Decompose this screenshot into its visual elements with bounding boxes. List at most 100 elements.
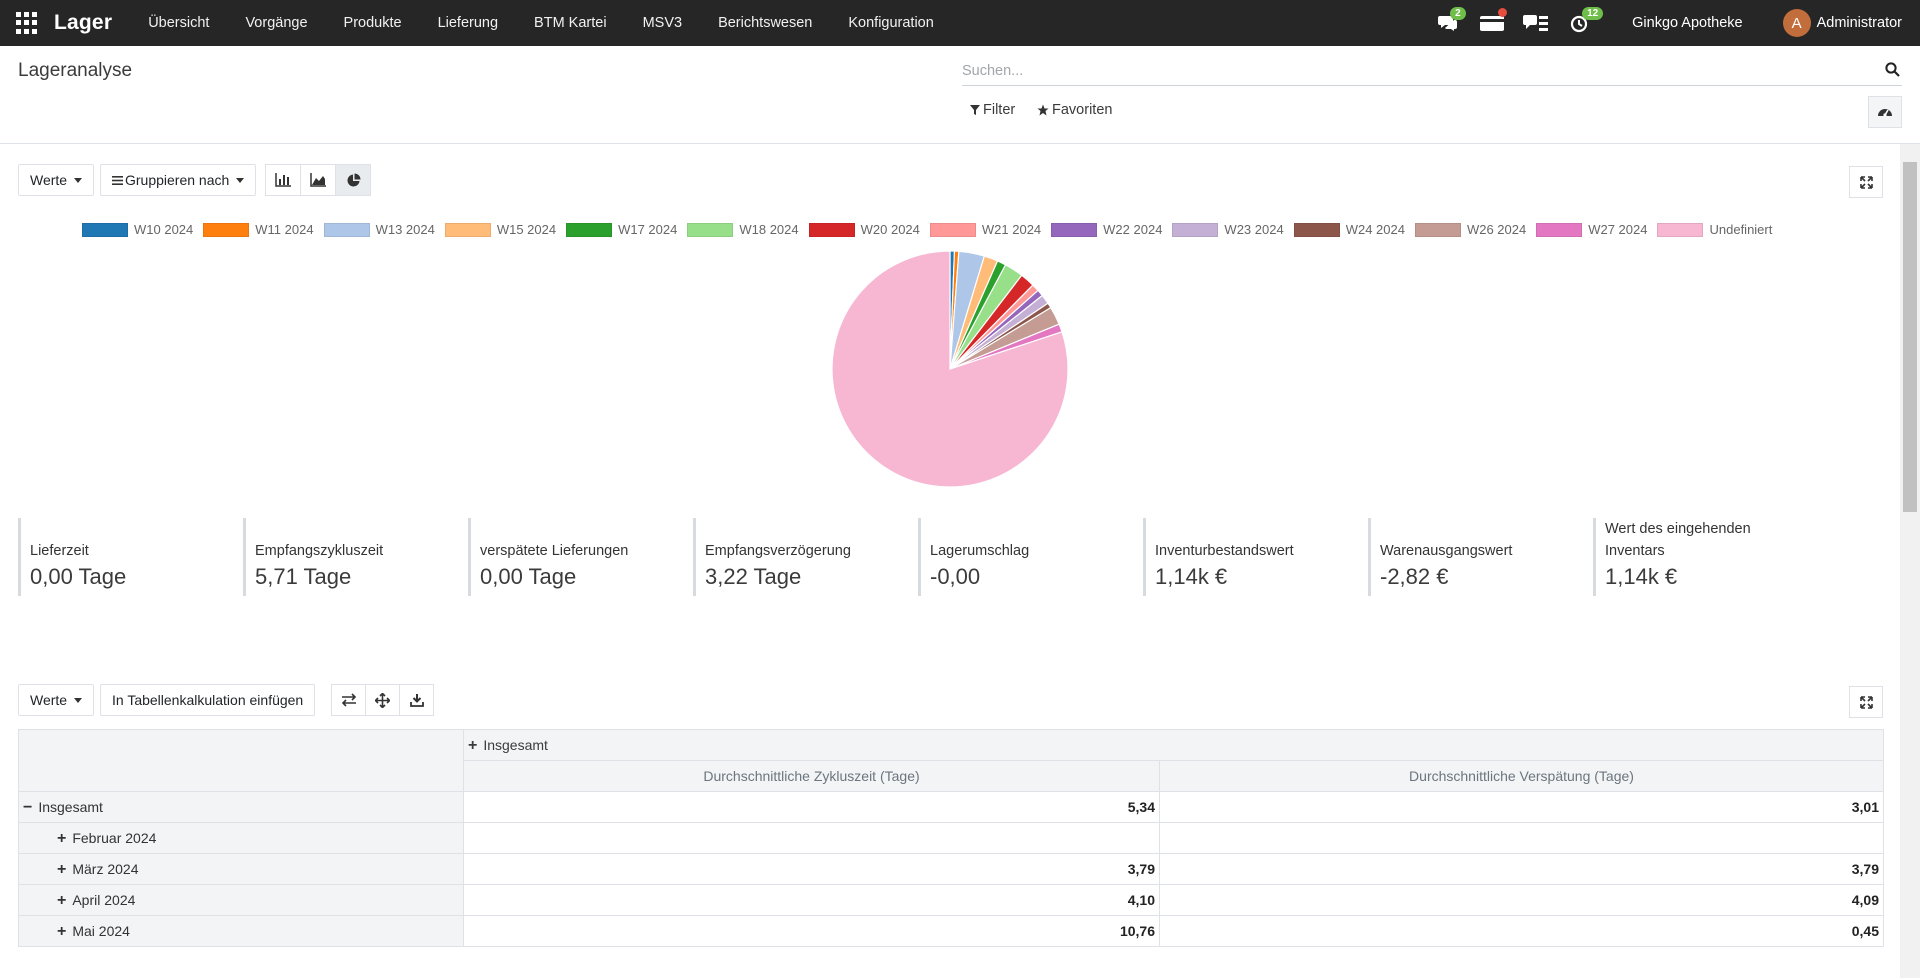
pie-slice[interactable] — [831, 250, 1069, 488]
legend-item[interactable]: W13 2024 — [323, 222, 435, 237]
company-switcher[interactable]: Ginkgo Apotheke — [1632, 15, 1743, 31]
legend-label: W24 2024 — [1345, 222, 1405, 237]
kpi-label: Empfangsverzögerung — [705, 543, 851, 559]
menu-item-msv3[interactable]: MSV3 — [642, 15, 683, 31]
menu-item-products[interactable]: Produkte — [343, 15, 402, 31]
star-icon — [1037, 104, 1049, 116]
pivot-measures-button[interactable]: Werte — [18, 684, 95, 716]
user-avatar[interactable]: A — [1782, 9, 1811, 37]
legend-item[interactable]: W10 2024 — [82, 222, 193, 237]
kpi-receipt-cycle-time[interactable]: Empfangszykluszeit 5,71 Tage — [243, 518, 383, 596]
pivot-cell[interactable]: 3,01 — [1159, 791, 1884, 823]
line-chart-button[interactable] — [300, 164, 336, 196]
kpi-outgoing-value[interactable]: Warenausgangswert -2,82 € — [1368, 518, 1512, 596]
pivot-cell[interactable] — [463, 822, 1160, 854]
pivot-measure-header[interactable]: Durchschnittliche Verspätung (Tage) — [1159, 760, 1884, 792]
menu-item-delivery[interactable]: Lieferung — [437, 15, 499, 31]
legend-item[interactable]: W17 2024 — [566, 222, 677, 237]
activities-badge: 12 — [1582, 7, 1604, 20]
pivot-row-label: Mai 2024 — [72, 923, 130, 939]
graph-expand-button[interactable] — [1849, 166, 1883, 198]
pivot-expand-button[interactable] — [1849, 686, 1883, 718]
favorites-button[interactable]: Favoriten — [1037, 102, 1112, 118]
bar-chart-icon — [275, 173, 291, 187]
legend-label: W17 2024 — [618, 222, 678, 237]
dashboard-button[interactable] — [1868, 96, 1902, 128]
pivot-cell[interactable] — [1159, 822, 1884, 854]
activities-clock-icon[interactable]: 12 — [1564, 0, 1604, 46]
legend-item[interactable]: W23 2024 — [1172, 222, 1284, 237]
plus-icon: + — [57, 923, 67, 940]
kpi-inventory-value[interactable]: Inventurbestandswert 1,14k € — [1143, 518, 1294, 596]
kpi-late-deliveries[interactable]: verspätete Lieferungen 0,00 Tage — [468, 518, 628, 596]
expand-icon — [1859, 175, 1873, 189]
pivot-col-header[interactable]: + Insgesamt — [463, 729, 1884, 761]
plus-icon: + — [57, 830, 67, 847]
expand-icon — [1859, 695, 1873, 709]
kpi-lead-time[interactable]: Lieferzeit 0,00 Tage — [18, 518, 126, 596]
menu-item-btm[interactable]: BTM Kartei — [534, 15, 607, 31]
legend-swatch — [929, 222, 976, 237]
pivot-cell[interactable]: 4,10 — [463, 884, 1160, 916]
menu-item-operations[interactable]: Vorgänge — [245, 15, 308, 31]
legend-item[interactable]: W24 2024 — [1293, 222, 1405, 237]
legend-label: W27 2024 — [1588, 222, 1648, 237]
legend-swatch — [323, 222, 370, 237]
kpi-stock-turnover[interactable]: Lagerumschlag -0,00 — [918, 518, 1029, 596]
kpi-label: Lieferzeit — [30, 543, 89, 559]
search-icon[interactable] — [1885, 61, 1900, 80]
pivot-row-header[interactable]: + Mai 2024 — [18, 915, 464, 947]
pie-chart — [830, 249, 1070, 489]
legend-swatch — [687, 222, 734, 237]
chart-legend: W10 2024 W11 2024 W13 2024 W15 2024 W17 2024… — [82, 222, 1782, 237]
flip-axis-button[interactable] — [331, 684, 366, 716]
pie-chart-button[interactable] — [335, 164, 371, 196]
card-icon[interactable] — [1476, 0, 1508, 46]
pivot-row-header-total[interactable]: − Insgesamt — [18, 791, 464, 823]
pivot-row-header[interactable]: + März 2024 — [18, 853, 464, 885]
filter-button[interactable]: Filter — [970, 102, 1015, 118]
pivot-cell[interactable]: 0,45 — [1159, 915, 1884, 947]
group-by-button[interactable]: Gruppieren nach — [100, 164, 257, 196]
menu-item-overview[interactable]: Übersicht — [148, 15, 210, 31]
messages-icon[interactable]: 2 — [1432, 0, 1466, 46]
search-input[interactable] — [962, 62, 1862, 79]
legend-item[interactable]: W11 2024 — [203, 222, 314, 237]
legend-item[interactable]: W21 2024 — [929, 222, 1041, 237]
table-row: + Mai 2024 10,76 0,45 — [18, 915, 1884, 947]
kpi-incoming-inventory-value[interactable]: Wert des eingehenden Inventars 1,14k € — [1593, 518, 1793, 596]
pivot-cell[interactable]: 10,76 — [463, 915, 1160, 947]
top-navbar: Lager Übersicht Vorgänge Produkte Liefer… — [0, 0, 1920, 46]
pivot-cell[interactable]: 4,09 — [1159, 884, 1884, 916]
pivot-cell[interactable]: 3,79 — [463, 853, 1160, 885]
scrollbar-thumb[interactable] — [1903, 162, 1917, 512]
expand-all-button[interactable] — [365, 684, 400, 716]
pivot-cell[interactable]: 5,34 — [463, 791, 1160, 823]
legend-item[interactable]: W20 2024 — [808, 222, 920, 237]
app-brand[interactable]: Lager — [54, 11, 113, 34]
kpi-receipt-delay[interactable]: Empfangsverzögerung 3,22 Tage — [693, 518, 851, 596]
bar-chart-button[interactable] — [265, 164, 301, 196]
pivot-cell[interactable]: 3,79 — [1159, 853, 1884, 885]
menu-item-configuration[interactable]: Konfiguration — [848, 15, 934, 31]
legend-item[interactable]: W15 2024 — [444, 222, 556, 237]
page-scrollbar[interactable] — [1900, 144, 1920, 978]
insert-spreadsheet-button[interactable]: In Tabellenkalkulation einfügen — [100, 684, 316, 716]
app-menu-icon[interactable] — [16, 12, 38, 34]
user-menu[interactable]: Administrator — [1816, 15, 1902, 31]
kpi-label: Lagerumschlag — [930, 543, 1030, 559]
kpi-label: verspätete Lieferungen — [480, 543, 629, 559]
legend-item[interactable]: W22 2024 — [1051, 222, 1162, 237]
legend-item[interactable]: Undefiniert — [1657, 222, 1772, 237]
tasks-icon[interactable] — [1520, 0, 1552, 46]
graph-measures-label: Werte — [30, 172, 68, 188]
pivot-row-header[interactable]: + Februar 2024 — [18, 822, 464, 854]
legend-item[interactable]: W18 2024 — [687, 222, 799, 237]
pivot-row-header[interactable]: + April 2024 — [18, 884, 464, 916]
pivot-measure-header[interactable]: Durchschnittliche Zykluszeit (Tage) — [463, 760, 1160, 792]
menu-item-reporting[interactable]: Berichtswesen — [718, 15, 813, 31]
legend-item[interactable]: W26 2024 — [1414, 222, 1526, 237]
download-button[interactable] — [399, 684, 434, 716]
graph-measures-button[interactable]: Werte — [18, 164, 95, 196]
legend-item[interactable]: W27 2024 — [1536, 222, 1647, 237]
